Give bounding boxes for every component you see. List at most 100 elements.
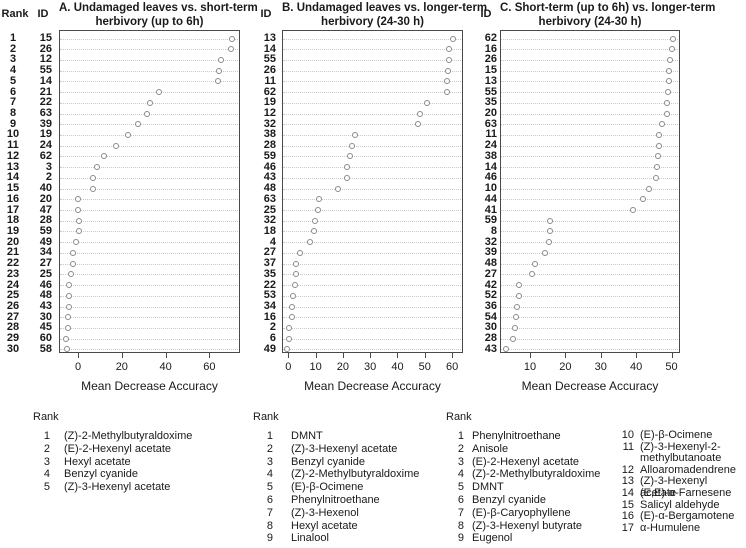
data-point	[640, 196, 647, 203]
gridline	[283, 59, 461, 61]
data-point	[654, 164, 661, 171]
data-point	[215, 78, 222, 85]
gridline	[60, 231, 238, 233]
gridline	[283, 327, 461, 329]
data-point	[352, 131, 359, 138]
id-label: 36	[484, 300, 497, 312]
gridline	[60, 285, 238, 287]
x-tick-label: 50	[418, 361, 431, 373]
gridline	[283, 49, 461, 51]
x-tick-label: 20	[559, 361, 572, 373]
x-tick	[565, 353, 567, 358]
x-axis-label: Mean Decrease Accuracy	[521, 379, 659, 393]
gridline	[501, 252, 678, 254]
data-point	[292, 282, 299, 289]
data-point	[669, 35, 676, 42]
data-point	[69, 260, 76, 267]
legend-rank: 4	[43, 468, 50, 481]
data-point	[509, 335, 516, 342]
id-label: 35	[484, 96, 497, 109]
legend-name: Hexyl acetate	[64, 455, 131, 468]
legend-rank: 10	[621, 429, 634, 441]
gridline	[283, 38, 461, 40]
id-label: 6	[269, 332, 276, 345]
rank-label: 28	[6, 321, 20, 334]
x-tick	[288, 353, 290, 358]
data-point	[532, 260, 539, 267]
rank-label: 3	[9, 53, 17, 66]
legend-name: Benzyl cyanide	[64, 468, 138, 481]
legend-rank: 6	[266, 494, 273, 506]
legend-name: α-Humulene	[640, 521, 701, 534]
id-label: 62	[263, 85, 276, 98]
data-point	[147, 99, 154, 106]
gridline	[501, 113, 678, 115]
gridline	[501, 134, 678, 136]
data-point	[334, 185, 341, 192]
data-point	[645, 185, 652, 192]
x-tick	[209, 353, 211, 358]
gridline	[60, 188, 238, 190]
legend-rank: 17	[621, 521, 634, 534]
data-point	[156, 89, 163, 96]
id-label: 38	[263, 128, 276, 141]
gridline	[501, 124, 678, 126]
legend-name: (E,E)-α-Farnesene	[640, 487, 732, 499]
gridline	[501, 285, 678, 287]
data-point	[65, 314, 72, 321]
legend-rank: 13	[621, 475, 634, 488]
id-label: 32	[263, 117, 276, 130]
data-point	[528, 271, 535, 278]
id-label: 48	[484, 257, 497, 270]
id-label: 62	[39, 149, 52, 162]
data-point	[654, 153, 661, 160]
legend-name: DMNT	[472, 481, 504, 494]
rank-label: 29	[6, 332, 20, 345]
data-point	[664, 99, 671, 106]
gridline	[501, 242, 678, 244]
data-point	[75, 207, 82, 214]
id-label: 48	[39, 289, 52, 302]
id-label: 4	[269, 235, 276, 248]
data-point	[63, 335, 69, 342]
x-tick	[600, 353, 602, 358]
id-label: 39	[484, 246, 497, 259]
legend-name: Linalool	[291, 532, 329, 545]
id-column-header: ID	[37, 8, 49, 20]
x-tick-label: 10	[309, 361, 322, 373]
panel-a: A. Undamaged leaves vs. short-term herbi…	[0, 0, 258, 402]
rank-label: 23	[6, 267, 20, 280]
data-point	[310, 228, 317, 235]
x-tick	[370, 353, 372, 358]
legend-rank: 4	[266, 468, 273, 481]
data-point	[229, 35, 236, 42]
data-point	[503, 346, 509, 353]
gridline	[501, 70, 678, 72]
data-point	[423, 99, 430, 106]
gridline	[283, 263, 461, 265]
legend-name: (Z)-3-Hexenyl acetate	[291, 442, 398, 455]
legend-name: DMNT	[291, 430, 323, 442]
data-point	[90, 174, 97, 181]
legend-rank: 14	[621, 487, 634, 499]
gridline	[60, 252, 238, 254]
id-label: 63	[484, 117, 497, 130]
rank-label: 10	[6, 128, 20, 141]
gridline	[501, 59, 678, 61]
gridline	[60, 338, 238, 340]
gridline	[283, 124, 461, 126]
rank-label: 16	[6, 192, 20, 205]
data-point	[445, 56, 452, 63]
rank-label: 22	[6, 257, 20, 270]
panel-title-line2: herbivory (up to 6h)	[95, 16, 204, 28]
data-point	[444, 78, 451, 85]
id-label: 15	[39, 32, 52, 44]
gridline	[501, 81, 678, 83]
legend-name: (E)-2-Hexenyl acetate	[472, 455, 579, 468]
id-label: 30	[39, 310, 52, 323]
gridline	[501, 338, 678, 340]
x-tick-label: 40	[630, 361, 643, 373]
id-label: 32	[263, 214, 276, 227]
id-label: 40	[39, 182, 52, 195]
